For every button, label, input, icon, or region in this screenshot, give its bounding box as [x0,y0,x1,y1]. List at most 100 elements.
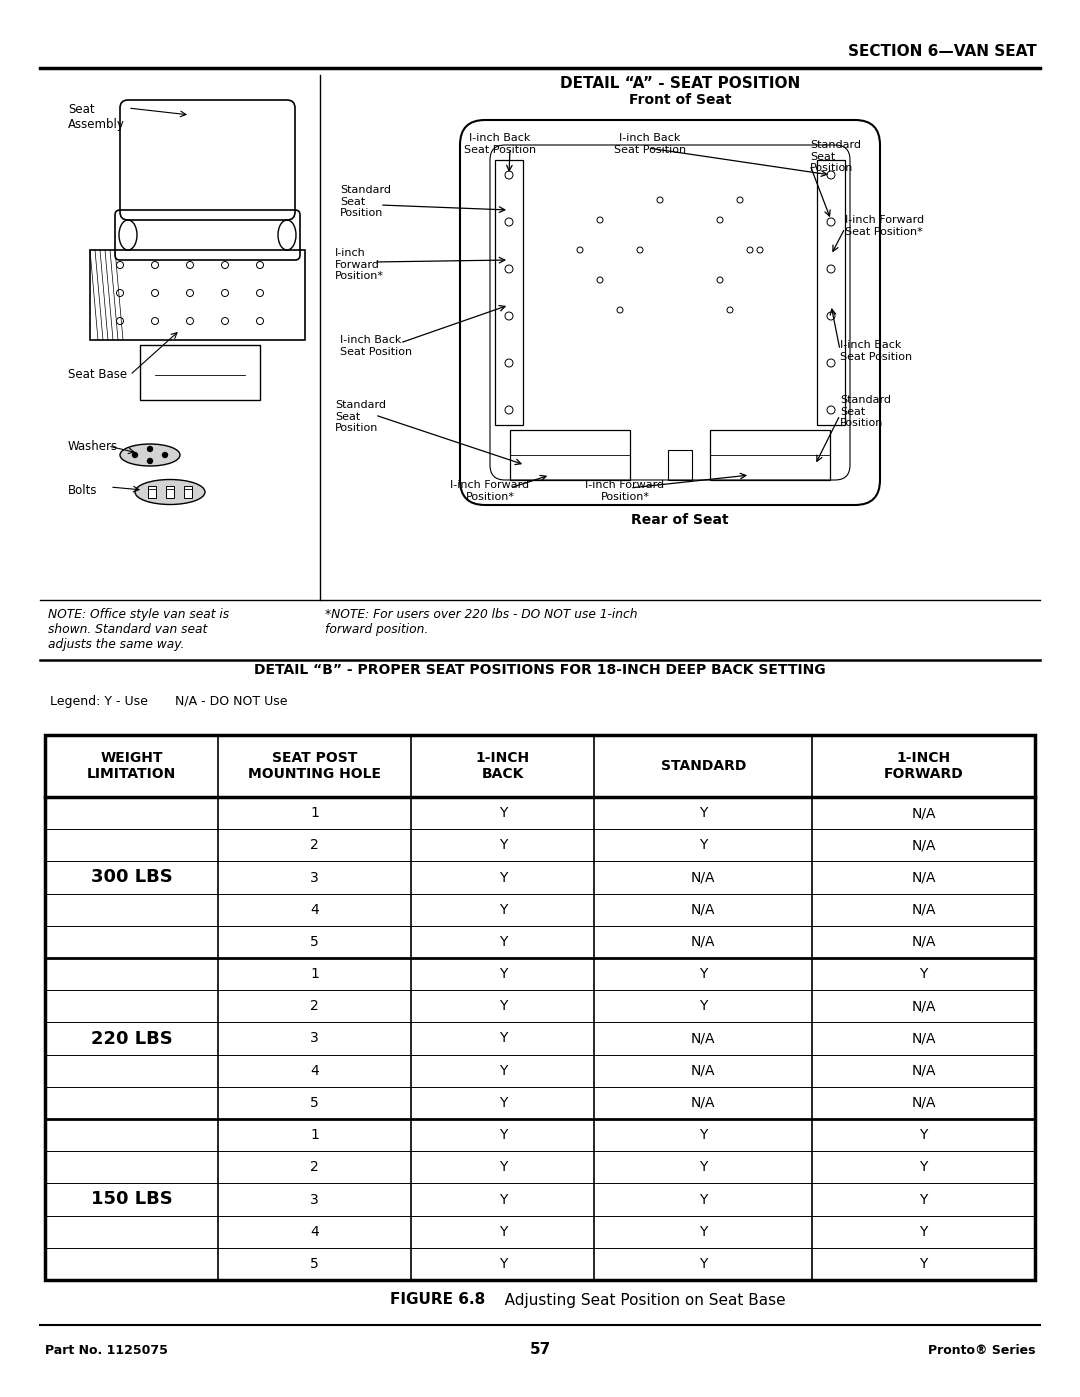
Text: Standard
Seat
Position: Standard Seat Position [340,184,391,218]
Bar [816,161,845,425]
Text: Standard
Seat
Position: Standard Seat Position [840,395,891,429]
Text: 1: 1 [310,1129,320,1143]
Text: Y: Y [919,1129,928,1143]
Text: Y: Y [699,1225,707,1239]
Text: Pronto® Series: Pronto® Series [928,1344,1035,1356]
Text: STANDARD: STANDARD [661,759,746,773]
Circle shape [133,453,137,457]
Text: Y: Y [699,1193,707,1207]
Text: 1: 1 [310,967,320,981]
Bar [184,486,192,497]
Text: 150 LBS: 150 LBS [91,1190,173,1208]
Text: 4: 4 [310,902,320,916]
Text: N/A: N/A [912,902,936,916]
Text: SEAT POST
MOUNTING HOLE: SEAT POST MOUNTING HOLE [248,752,381,781]
Text: N/A: N/A [691,1063,716,1077]
Text: Adjusting Seat Position on Seat Base: Adjusting Seat Position on Seat Base [490,1292,785,1308]
Text: Y: Y [499,935,508,949]
Text: N/A: N/A [912,1063,936,1077]
Text: Y: Y [699,967,707,981]
Text: DETAIL “A” - SEAT POSITION: DETAIL “A” - SEAT POSITION [559,75,800,91]
Text: Seat Base: Seat Base [68,367,127,381]
Bar [510,430,630,481]
Text: Y: Y [499,1095,508,1109]
Text: Standard
Seat
Position: Standard Seat Position [335,400,386,433]
Text: I-inch Forward
Position*: I-inch Forward Position* [450,481,529,502]
Text: Y: Y [499,838,508,852]
Text: Y: Y [699,806,707,820]
Bar [166,486,174,497]
Text: Standard
Seat
Position: Standard Seat Position [810,140,861,173]
Text: N/A: N/A [691,902,716,916]
Text: N/A: N/A [912,1095,936,1109]
Text: 5: 5 [310,1257,320,1271]
Text: DETAIL “B” - PROPER SEAT POSITIONS FOR 18-INCH DEEP BACK SETTING: DETAIL “B” - PROPER SEAT POSITIONS FOR 1… [254,664,826,678]
Text: Y: Y [919,967,928,981]
Text: N/A: N/A [912,935,936,949]
Text: Y: Y [699,999,707,1013]
Text: I-inch Back
Seat Position: I-inch Back Seat Position [613,133,686,155]
Bar [140,345,260,400]
Text: Y: Y [499,902,508,916]
Text: Y: Y [499,999,508,1013]
Text: I-inch Back
Seat Position: I-inch Back Seat Position [464,133,536,155]
Text: N/A: N/A [691,1095,716,1109]
Text: Y: Y [499,1063,508,1077]
Text: I-inch Forward
Position*: I-inch Forward Position* [585,481,664,502]
Text: Y: Y [919,1161,928,1175]
Text: 1: 1 [310,806,320,820]
Text: 220 LBS: 220 LBS [91,1030,173,1048]
Text: Y: Y [699,838,707,852]
Ellipse shape [135,479,205,504]
Text: SECTION 6—VAN SEAT: SECTION 6—VAN SEAT [848,45,1037,60]
Bar [495,161,523,425]
Text: 5: 5 [310,935,320,949]
Circle shape [148,458,152,464]
Text: Y: Y [499,1225,508,1239]
Text: N/A - DO NOT Use: N/A - DO NOT Use [175,694,287,708]
Text: Legend: Y - Use: Legend: Y - Use [50,694,148,708]
Circle shape [162,453,167,457]
Text: Seat
Assembly: Seat Assembly [68,103,125,131]
Text: Y: Y [499,806,508,820]
Text: I-inch
Forward
Position*: I-inch Forward Position* [335,249,384,281]
Text: I-inch Back
Seat Position: I-inch Back Seat Position [340,335,413,356]
Text: Y: Y [699,1161,707,1175]
Text: I-inch Forward
Seat Position*: I-inch Forward Seat Position* [845,215,924,236]
Text: Y: Y [499,1129,508,1143]
Text: Bolts: Bolts [68,483,97,497]
Text: Front of Seat: Front of Seat [629,94,731,108]
Text: N/A: N/A [912,806,936,820]
Text: Y: Y [919,1193,928,1207]
Text: Y: Y [699,1129,707,1143]
Text: Y: Y [699,1257,707,1271]
Text: 3: 3 [310,1193,320,1207]
Text: 1-INCH
FORWARD: 1-INCH FORWARD [883,752,963,781]
Bar [148,486,156,497]
Bar [45,735,1035,1280]
Text: WEIGHT
LIMITATION: WEIGHT LIMITATION [87,752,176,781]
Text: Rear of Seat: Rear of Seat [631,513,729,527]
Text: Y: Y [499,967,508,981]
Text: Part No. 1125075: Part No. 1125075 [45,1344,167,1356]
Text: Y: Y [919,1225,928,1239]
Text: 1-INCH
BACK: 1-INCH BACK [476,752,530,781]
Text: N/A: N/A [691,935,716,949]
Bar [669,450,692,481]
Text: 5: 5 [310,1095,320,1109]
Text: N/A: N/A [912,1031,936,1045]
Text: 3: 3 [310,870,320,884]
Text: N/A: N/A [691,870,716,884]
Text: Y: Y [499,1193,508,1207]
Text: 3: 3 [310,1031,320,1045]
Text: NOTE: Office style van seat is
shown. Standard van seat
adjusts the same way.: NOTE: Office style van seat is shown. St… [48,608,229,651]
Text: 4: 4 [310,1063,320,1077]
Ellipse shape [120,444,180,467]
Text: I-inch Back
Seat Position: I-inch Back Seat Position [840,339,913,362]
Text: *NOTE: For users over 220 lbs - DO NOT use 1-inch
forward position.: *NOTE: For users over 220 lbs - DO NOT u… [325,608,637,636]
Bar [90,250,305,339]
Text: 2: 2 [310,999,320,1013]
Text: Y: Y [499,1031,508,1045]
Text: N/A: N/A [912,870,936,884]
Circle shape [148,447,152,451]
